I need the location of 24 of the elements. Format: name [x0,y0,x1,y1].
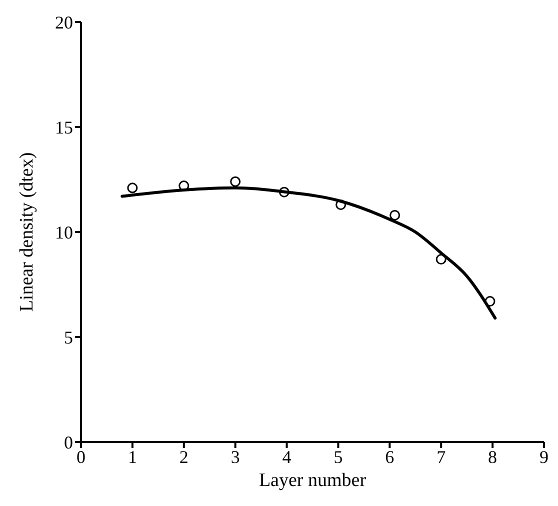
x-axis-title: Layer number [258,470,367,491]
x-tick-label: 6 [385,446,394,467]
x-tick-label: 2 [179,446,188,467]
y-tick-label: 15 [55,117,73,138]
point [390,210,400,220]
point [230,176,241,187]
x-tick-label: 5 [334,446,343,467]
point [436,254,446,265]
y-axis-title: Linear density (dtex) [16,152,38,312]
point [484,296,496,307]
point [278,186,290,198]
x-tick-label: 9 [540,446,548,467]
y-tick-label: 5 [64,327,73,348]
x-tick-label: 7 [436,446,446,467]
y-tick-label: 0 [64,432,73,452]
point [127,182,138,194]
x-tick-label: 0 [76,446,86,467]
y-tick-label: 10 [55,222,73,242]
x-tick-label: 4 [282,446,292,467]
y-tick-label: 20 [55,12,73,32]
x-tick-label: 8 [488,446,498,467]
point [336,199,346,210]
x-tick-label: 3 [230,446,240,467]
x-tick-label: 1 [128,446,137,467]
